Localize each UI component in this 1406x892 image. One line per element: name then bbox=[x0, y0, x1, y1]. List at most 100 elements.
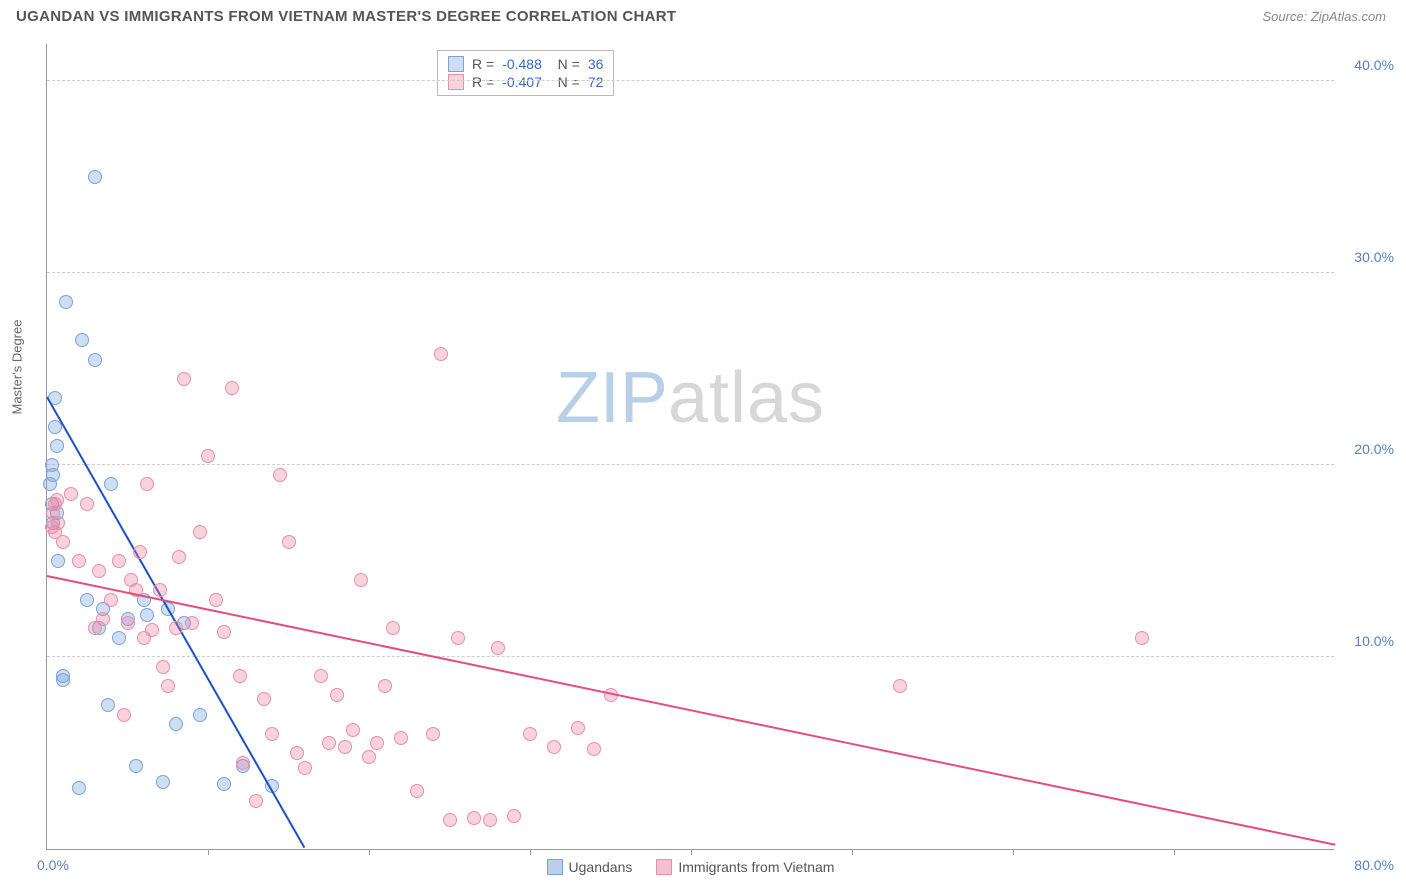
x-tick bbox=[369, 849, 370, 855]
legend-label: Immigrants from Vietnam bbox=[678, 859, 834, 875]
data-point bbox=[354, 573, 368, 587]
gridline bbox=[47, 464, 1334, 465]
data-point bbox=[101, 698, 115, 712]
data-point bbox=[273, 468, 287, 482]
data-point bbox=[177, 372, 191, 386]
data-point bbox=[193, 525, 207, 539]
data-point bbox=[153, 583, 167, 597]
data-point bbox=[72, 781, 86, 795]
legend-item: Ugandans bbox=[547, 859, 633, 875]
legend-row: R = -0.407 N = 72 bbox=[448, 73, 603, 91]
data-point bbox=[322, 736, 336, 750]
data-point bbox=[121, 616, 135, 630]
legend-item: Immigrants from Vietnam bbox=[656, 859, 834, 875]
data-point bbox=[51, 516, 65, 530]
data-point bbox=[104, 477, 118, 491]
chart-header: UGANDAN VS IMMIGRANTS FROM VIETNAM MASTE… bbox=[0, 0, 1406, 33]
data-point bbox=[64, 487, 78, 501]
data-point bbox=[209, 593, 223, 607]
data-point bbox=[547, 740, 561, 754]
data-point bbox=[185, 616, 199, 630]
data-point bbox=[145, 623, 159, 637]
y-tick-label: 20.0% bbox=[1354, 441, 1394, 457]
legend-swatch bbox=[448, 56, 464, 72]
x-tick-max: 80.0% bbox=[1354, 857, 1394, 873]
x-tick bbox=[1174, 849, 1175, 855]
data-point bbox=[88, 170, 102, 184]
data-point bbox=[386, 621, 400, 635]
data-point bbox=[75, 333, 89, 347]
x-tick bbox=[691, 849, 692, 855]
data-point bbox=[59, 295, 73, 309]
gridline bbox=[47, 656, 1334, 657]
data-point bbox=[491, 641, 505, 655]
data-point bbox=[249, 794, 263, 808]
watermark-zip: ZIP bbox=[556, 358, 668, 438]
data-point bbox=[112, 554, 126, 568]
chart-title: UGANDAN VS IMMIGRANTS FROM VIETNAM MASTE… bbox=[16, 8, 676, 25]
data-point bbox=[362, 750, 376, 764]
data-point bbox=[225, 381, 239, 395]
data-point bbox=[1135, 631, 1149, 645]
chart-source: Source: ZipAtlas.com bbox=[1262, 9, 1386, 24]
data-point bbox=[236, 756, 250, 770]
data-point bbox=[50, 439, 64, 453]
data-point bbox=[451, 631, 465, 645]
data-point bbox=[370, 736, 384, 750]
data-point bbox=[233, 669, 247, 683]
data-point bbox=[571, 721, 585, 735]
trend-line bbox=[47, 575, 1335, 846]
data-point bbox=[193, 708, 207, 722]
data-point bbox=[217, 777, 231, 791]
x-tick bbox=[852, 849, 853, 855]
data-point bbox=[104, 593, 118, 607]
data-point bbox=[394, 731, 408, 745]
data-point bbox=[129, 759, 143, 773]
data-point bbox=[140, 477, 154, 491]
data-point bbox=[56, 535, 70, 549]
data-point bbox=[201, 449, 215, 463]
data-point bbox=[161, 679, 175, 693]
legend-n-label: N = bbox=[550, 56, 580, 72]
data-point bbox=[112, 631, 126, 645]
y-axis-label: Master's Degree bbox=[10, 319, 25, 414]
data-point bbox=[92, 564, 106, 578]
data-point bbox=[80, 497, 94, 511]
legend-r-value: -0.488 bbox=[502, 56, 542, 72]
legend-r-label: R = bbox=[472, 56, 494, 72]
data-point bbox=[467, 811, 481, 825]
data-point bbox=[523, 727, 537, 741]
data-point bbox=[298, 761, 312, 775]
data-point bbox=[330, 688, 344, 702]
legend-swatch bbox=[547, 859, 563, 875]
watermark-atlas: atlas bbox=[668, 358, 825, 438]
y-tick-label: 10.0% bbox=[1354, 633, 1394, 649]
data-point bbox=[80, 593, 94, 607]
data-point bbox=[133, 545, 147, 559]
data-point bbox=[314, 669, 328, 683]
data-point bbox=[169, 717, 183, 731]
data-point bbox=[88, 353, 102, 367]
data-point bbox=[378, 679, 392, 693]
data-point bbox=[265, 727, 279, 741]
correlation-legend: R = -0.488 N = 36R = -0.407 N = 72 bbox=[437, 50, 614, 96]
data-point bbox=[338, 740, 352, 754]
data-point bbox=[217, 625, 231, 639]
data-point bbox=[156, 775, 170, 789]
data-point bbox=[172, 550, 186, 564]
data-point bbox=[290, 746, 304, 760]
legend-row: R = -0.488 N = 36 bbox=[448, 55, 603, 73]
data-point bbox=[50, 493, 64, 507]
x-tick bbox=[208, 849, 209, 855]
data-point bbox=[72, 554, 86, 568]
legend-label: Ugandans bbox=[569, 859, 633, 875]
data-point bbox=[46, 468, 60, 482]
legend-r-label: R = bbox=[472, 74, 494, 90]
watermark: ZIPatlas bbox=[556, 357, 825, 439]
legend-swatch bbox=[448, 74, 464, 90]
data-point bbox=[117, 708, 131, 722]
data-point bbox=[426, 727, 440, 741]
data-point bbox=[169, 621, 183, 635]
data-point bbox=[346, 723, 360, 737]
legend-r-value: -0.407 bbox=[502, 74, 542, 90]
